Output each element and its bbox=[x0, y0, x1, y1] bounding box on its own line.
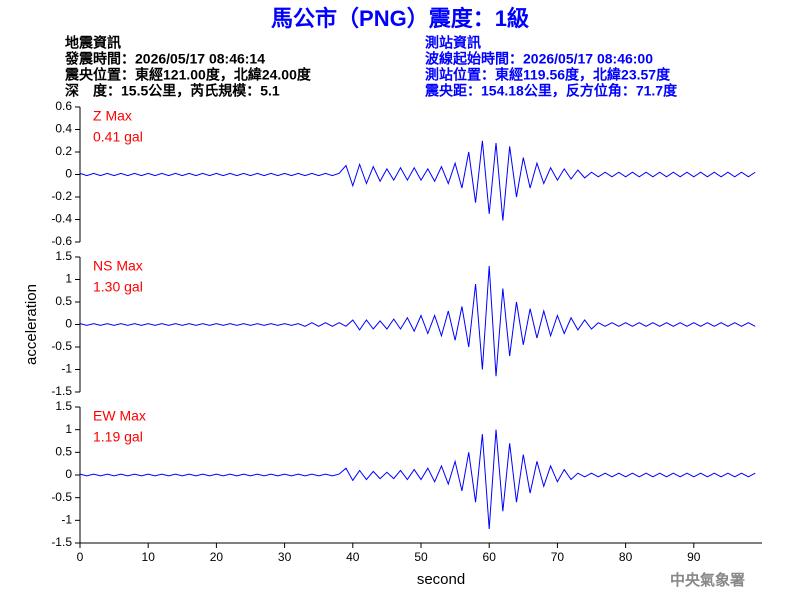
info-line: 測站位置：東經119.56度，北緯23.57度 bbox=[425, 67, 671, 83]
x-tick-label: 70 bbox=[551, 550, 565, 564]
y-tick-label: 0.4 bbox=[55, 122, 72, 136]
y-tick-label: -1.5 bbox=[51, 535, 72, 549]
y-tick-label: -0.5 bbox=[51, 339, 72, 353]
chart-title: 馬公市（PNG）震度：1級 bbox=[271, 6, 529, 31]
y-tick-label: -1 bbox=[61, 513, 72, 527]
waveform bbox=[79, 140, 756, 221]
y-tick-label: -0.6 bbox=[51, 234, 72, 248]
x-tick-label: 10 bbox=[142, 550, 156, 564]
x-tick-label: 20 bbox=[210, 550, 224, 564]
y-tick-label: 1 bbox=[65, 272, 72, 286]
y-tick-label: 0.5 bbox=[55, 445, 72, 459]
footer: 中央氣象署 bbox=[670, 571, 745, 589]
info-line: 震央位置：東經121.00度，北緯24.00度 bbox=[64, 67, 312, 83]
y-tick-label: 0.6 bbox=[55, 99, 72, 113]
waveform bbox=[79, 265, 756, 377]
y-tick-label: 0.5 bbox=[55, 294, 72, 308]
annotation: Z Max bbox=[93, 108, 132, 124]
x-tick-label: 0 bbox=[77, 550, 84, 564]
y-tick-label: -1 bbox=[61, 362, 72, 376]
y-tick-label: 1.5 bbox=[55, 399, 72, 413]
annotation: NS Max bbox=[93, 258, 143, 274]
x-tick-label: 90 bbox=[687, 550, 701, 564]
info-line: 震央距：154.18公里，反方位角：71.7度 bbox=[424, 83, 678, 99]
annotation: 1.30 gal bbox=[93, 279, 143, 295]
x-tick-label: 40 bbox=[346, 550, 360, 564]
annotation: EW Max bbox=[93, 408, 146, 424]
x-tick-label: 80 bbox=[619, 550, 633, 564]
y-tick-label: 0 bbox=[65, 467, 72, 481]
y-tick-label: -0.4 bbox=[51, 212, 72, 226]
x-axis-label: second bbox=[417, 571, 465, 588]
y-tick-label: 0.2 bbox=[55, 144, 72, 158]
y-axis-label: acceleration bbox=[23, 284, 40, 365]
info-line: 測站資訊 bbox=[425, 35, 481, 51]
y-tick-label: 0 bbox=[65, 317, 72, 331]
y-tick-label: 1 bbox=[65, 422, 72, 436]
x-tick-label: 30 bbox=[278, 550, 292, 564]
y-tick-label: 1.5 bbox=[55, 249, 72, 263]
y-tick-label: -1.5 bbox=[51, 384, 72, 398]
info-line: 深 度：15.5公里，芮氏規模：5.1 bbox=[65, 83, 280, 99]
waveform bbox=[79, 429, 756, 529]
info-line: 發震時間：2026/05/17 08:46:14 bbox=[64, 51, 265, 67]
info-line: 波線起始時間：2026/05/17 08:46:00 bbox=[425, 51, 653, 67]
y-tick-label: 0 bbox=[65, 167, 72, 181]
annotation: 1.19 gal bbox=[93, 429, 143, 445]
x-tick-label: 60 bbox=[483, 550, 497, 564]
x-tick-label: 50 bbox=[414, 550, 428, 564]
info-line: 地震資訊 bbox=[65, 35, 121, 51]
y-tick-label: -0.5 bbox=[51, 490, 72, 504]
annotation: 0.41 gal bbox=[93, 129, 143, 145]
y-tick-label: -0.2 bbox=[51, 189, 72, 203]
